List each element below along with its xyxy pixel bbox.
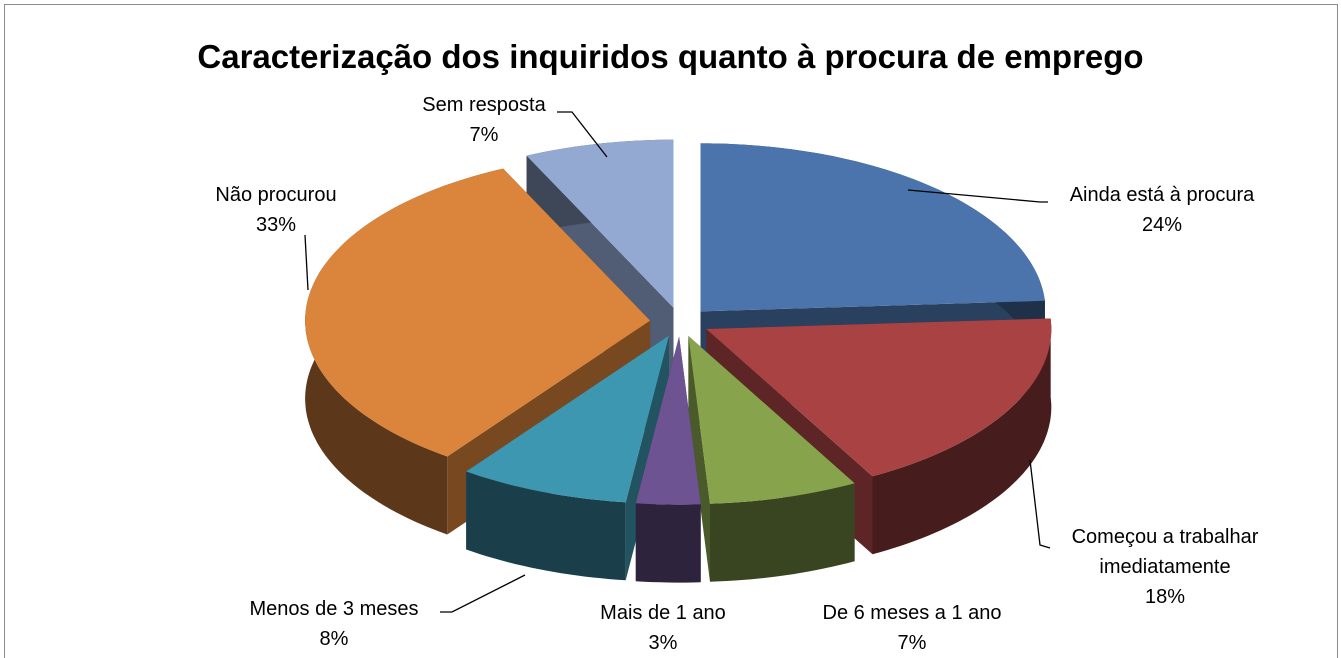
- slice-top: [688, 336, 855, 504]
- leader-line: [440, 574, 526, 613]
- slice-wall: [710, 483, 855, 582]
- leader-line: [557, 111, 608, 158]
- category-label: Não procurou: [215, 184, 337, 206]
- slice: [466, 335, 669, 581]
- leader-line: [304, 234, 309, 291]
- data-label: Não procurou 33%: [156, 180, 396, 240]
- slice: [635, 336, 701, 583]
- data-label: Menos de 3 meses 8%: [204, 594, 464, 654]
- leader-lines: [304, 111, 1051, 613]
- leader-line: [907, 189, 1048, 203]
- value-label: 18%: [1144, 586, 1186, 608]
- slice-top: [635, 336, 701, 505]
- category-label: Ainda está à procura: [1069, 184, 1255, 206]
- slice-wall: [872, 318, 1052, 555]
- category-label: Mais de 1 ano: [600, 602, 726, 624]
- value-label: 7%: [897, 632, 927, 654]
- data-label: Ainda está à procura 24%: [1032, 180, 1292, 240]
- slice: [706, 318, 1052, 555]
- slice-top: [526, 139, 674, 308]
- value-label: 3%: [648, 632, 678, 654]
- slice-top: [305, 168, 651, 457]
- slice-side: [688, 336, 710, 582]
- value-label: 24%: [1141, 214, 1183, 236]
- slice-top: [706, 318, 1052, 477]
- slice-top: [466, 335, 669, 503]
- category-label: Menos de 3 meses: [249, 598, 419, 620]
- slice-top: [700, 143, 1045, 312]
- data-label: Mais de 1 ano 3%: [553, 598, 773, 658]
- data-label: Começou a trabalhar imediatamente 18%: [1050, 522, 1280, 612]
- category-label: Começou a trabalhar imediatamente: [1071, 526, 1259, 578]
- value-label: 7%: [469, 124, 499, 146]
- slice: [688, 336, 855, 582]
- chart-border: [4, 4, 1338, 658]
- value-label: 8%: [319, 628, 349, 650]
- category-label: Sem resposta: [422, 94, 546, 116]
- pie: [305, 139, 1052, 583]
- category-label: De 6 meses a 1 ano: [822, 602, 1002, 624]
- value-label: 33%: [255, 214, 297, 236]
- leader-line: [1029, 459, 1051, 549]
- data-label: Sem resposta 7%: [364, 90, 604, 150]
- slice-wall: [466, 471, 626, 581]
- data-label: De 6 meses a 1 ano 7%: [782, 598, 1042, 658]
- slice-wall: [635, 503, 701, 583]
- chart-title: Caracterização dos inquiridos quanto à p…: [197, 38, 1144, 75]
